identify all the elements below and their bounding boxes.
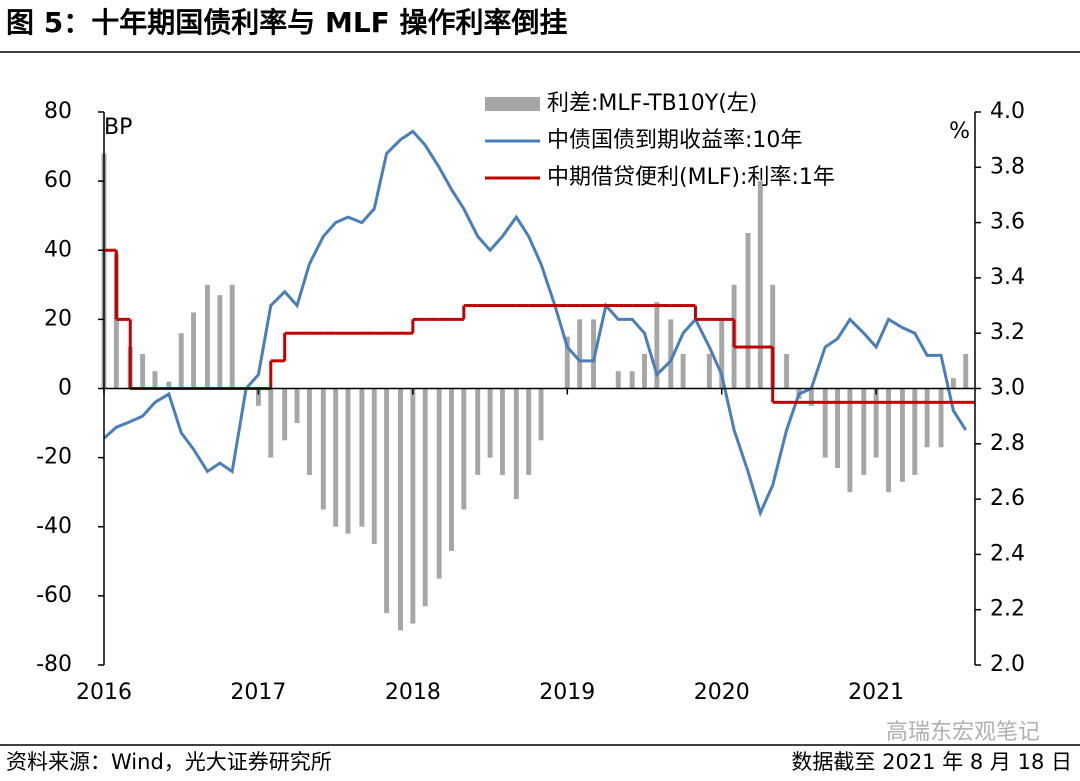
- bar: [899, 388, 905, 482]
- bar: [938, 388, 944, 448]
- legend-label: 中债国债到期收益率:10年: [547, 128, 802, 153]
- bar: [963, 353, 969, 389]
- legend-label: 中期借贷便利(MLF):利率:1年: [547, 165, 835, 190]
- bar: [847, 388, 853, 493]
- bar: [564, 336, 570, 389]
- bar: [706, 353, 712, 389]
- bar: [719, 319, 725, 389]
- date-note: 数据截至 2021 年 8 月 18 日: [791, 750, 1072, 774]
- bar: [808, 388, 814, 406]
- y2-tick-label: 2.6: [990, 486, 1025, 511]
- x-tick-label: 2019: [539, 680, 595, 705]
- bar: [282, 388, 288, 441]
- bar: [513, 388, 519, 500]
- bar: [268, 388, 274, 458]
- bar: [873, 388, 879, 458]
- y-tick-label: 80: [44, 99, 72, 124]
- bar: [861, 388, 867, 475]
- y2-tick-label: 2.8: [990, 431, 1025, 456]
- y2-tick-label: 2.4: [990, 541, 1025, 566]
- y2-tick-label: 3.0: [990, 376, 1025, 401]
- legend-label: 利差:MLF-TB10Y(左): [547, 91, 757, 116]
- y-tick-label: 20: [44, 306, 72, 331]
- bar: [398, 388, 403, 631]
- bar: [320, 388, 326, 510]
- bar: [577, 319, 583, 389]
- y2-unit: %: [949, 119, 970, 144]
- bar: [822, 388, 828, 458]
- bar: [204, 284, 210, 389]
- y2-tick-label: 3.2: [990, 320, 1025, 345]
- bar: [784, 353, 790, 389]
- bar: [526, 388, 532, 475]
- bar: [449, 388, 454, 551]
- bar: [229, 284, 235, 389]
- y2-tick-label: 4.0: [990, 99, 1025, 124]
- y-tick-label: 60: [44, 168, 72, 193]
- bar: [538, 388, 544, 441]
- y-tick-label: 40: [44, 237, 72, 262]
- bar: [436, 388, 442, 579]
- yield-line: [102, 129, 967, 518]
- bar: [255, 388, 261, 406]
- bar: [384, 388, 390, 614]
- y-tick-label: -60: [36, 583, 72, 608]
- y2-tick-label: 3.4: [990, 265, 1025, 290]
- bar: [886, 388, 891, 493]
- x-tick-label: 2016: [76, 680, 132, 705]
- chart-title: 图 5：十年期国债利率与 MLF 操作利率倒挂: [6, 6, 568, 39]
- bar: [191, 312, 197, 389]
- y2-tick-label: 3.8: [990, 154, 1025, 179]
- bar: [487, 388, 493, 458]
- bar: [294, 388, 300, 424]
- bar: [359, 388, 365, 527]
- bar: [680, 353, 686, 389]
- y2-tick-label: 2.0: [990, 652, 1025, 677]
- y-tick-label: -80: [36, 652, 72, 677]
- x-tick-label: 2017: [230, 680, 286, 705]
- bar: [422, 388, 428, 607]
- bar: [178, 333, 184, 389]
- x-tick-label: 2021: [848, 680, 904, 705]
- y-tick-label: 0: [58, 376, 72, 401]
- y-tick-label: -40: [36, 514, 72, 539]
- bar: [461, 388, 467, 510]
- bar: [306, 388, 312, 475]
- bar: [642, 353, 647, 389]
- bar: [629, 371, 635, 389]
- bar: [140, 353, 146, 389]
- bar: [217, 295, 223, 389]
- bar: [475, 388, 481, 475]
- bar: [745, 232, 751, 389]
- bar: [668, 319, 674, 389]
- y-tick-label: -20: [36, 445, 72, 470]
- bar: [950, 378, 956, 389]
- bar: [757, 181, 763, 389]
- bar: [166, 381, 172, 389]
- x-tick-label: 2020: [694, 680, 750, 705]
- source-note: 资料来源：Wind，光大证券研究所: [6, 750, 332, 774]
- bar: [345, 388, 351, 534]
- bar: [499, 388, 505, 475]
- bar: [615, 371, 621, 389]
- y2-tick-label: 2.2: [990, 597, 1025, 622]
- y2-tick-label: 3.6: [990, 210, 1025, 235]
- x-tick-label: 2018: [385, 680, 441, 705]
- bar: [912, 388, 918, 475]
- bar: [924, 388, 930, 448]
- bar: [835, 388, 841, 468]
- y-unit: BP: [104, 115, 132, 140]
- bar: [410, 388, 416, 624]
- bar: [654, 302, 660, 389]
- watermark: 高瑞东宏观笔记: [886, 720, 1040, 745]
- bar: [591, 319, 597, 389]
- bar: [152, 371, 158, 389]
- bar: [371, 388, 377, 545]
- bar: [113, 253, 119, 389]
- bar: [333, 388, 339, 527]
- legend-swatch: [485, 97, 540, 111]
- bar: [770, 284, 776, 389]
